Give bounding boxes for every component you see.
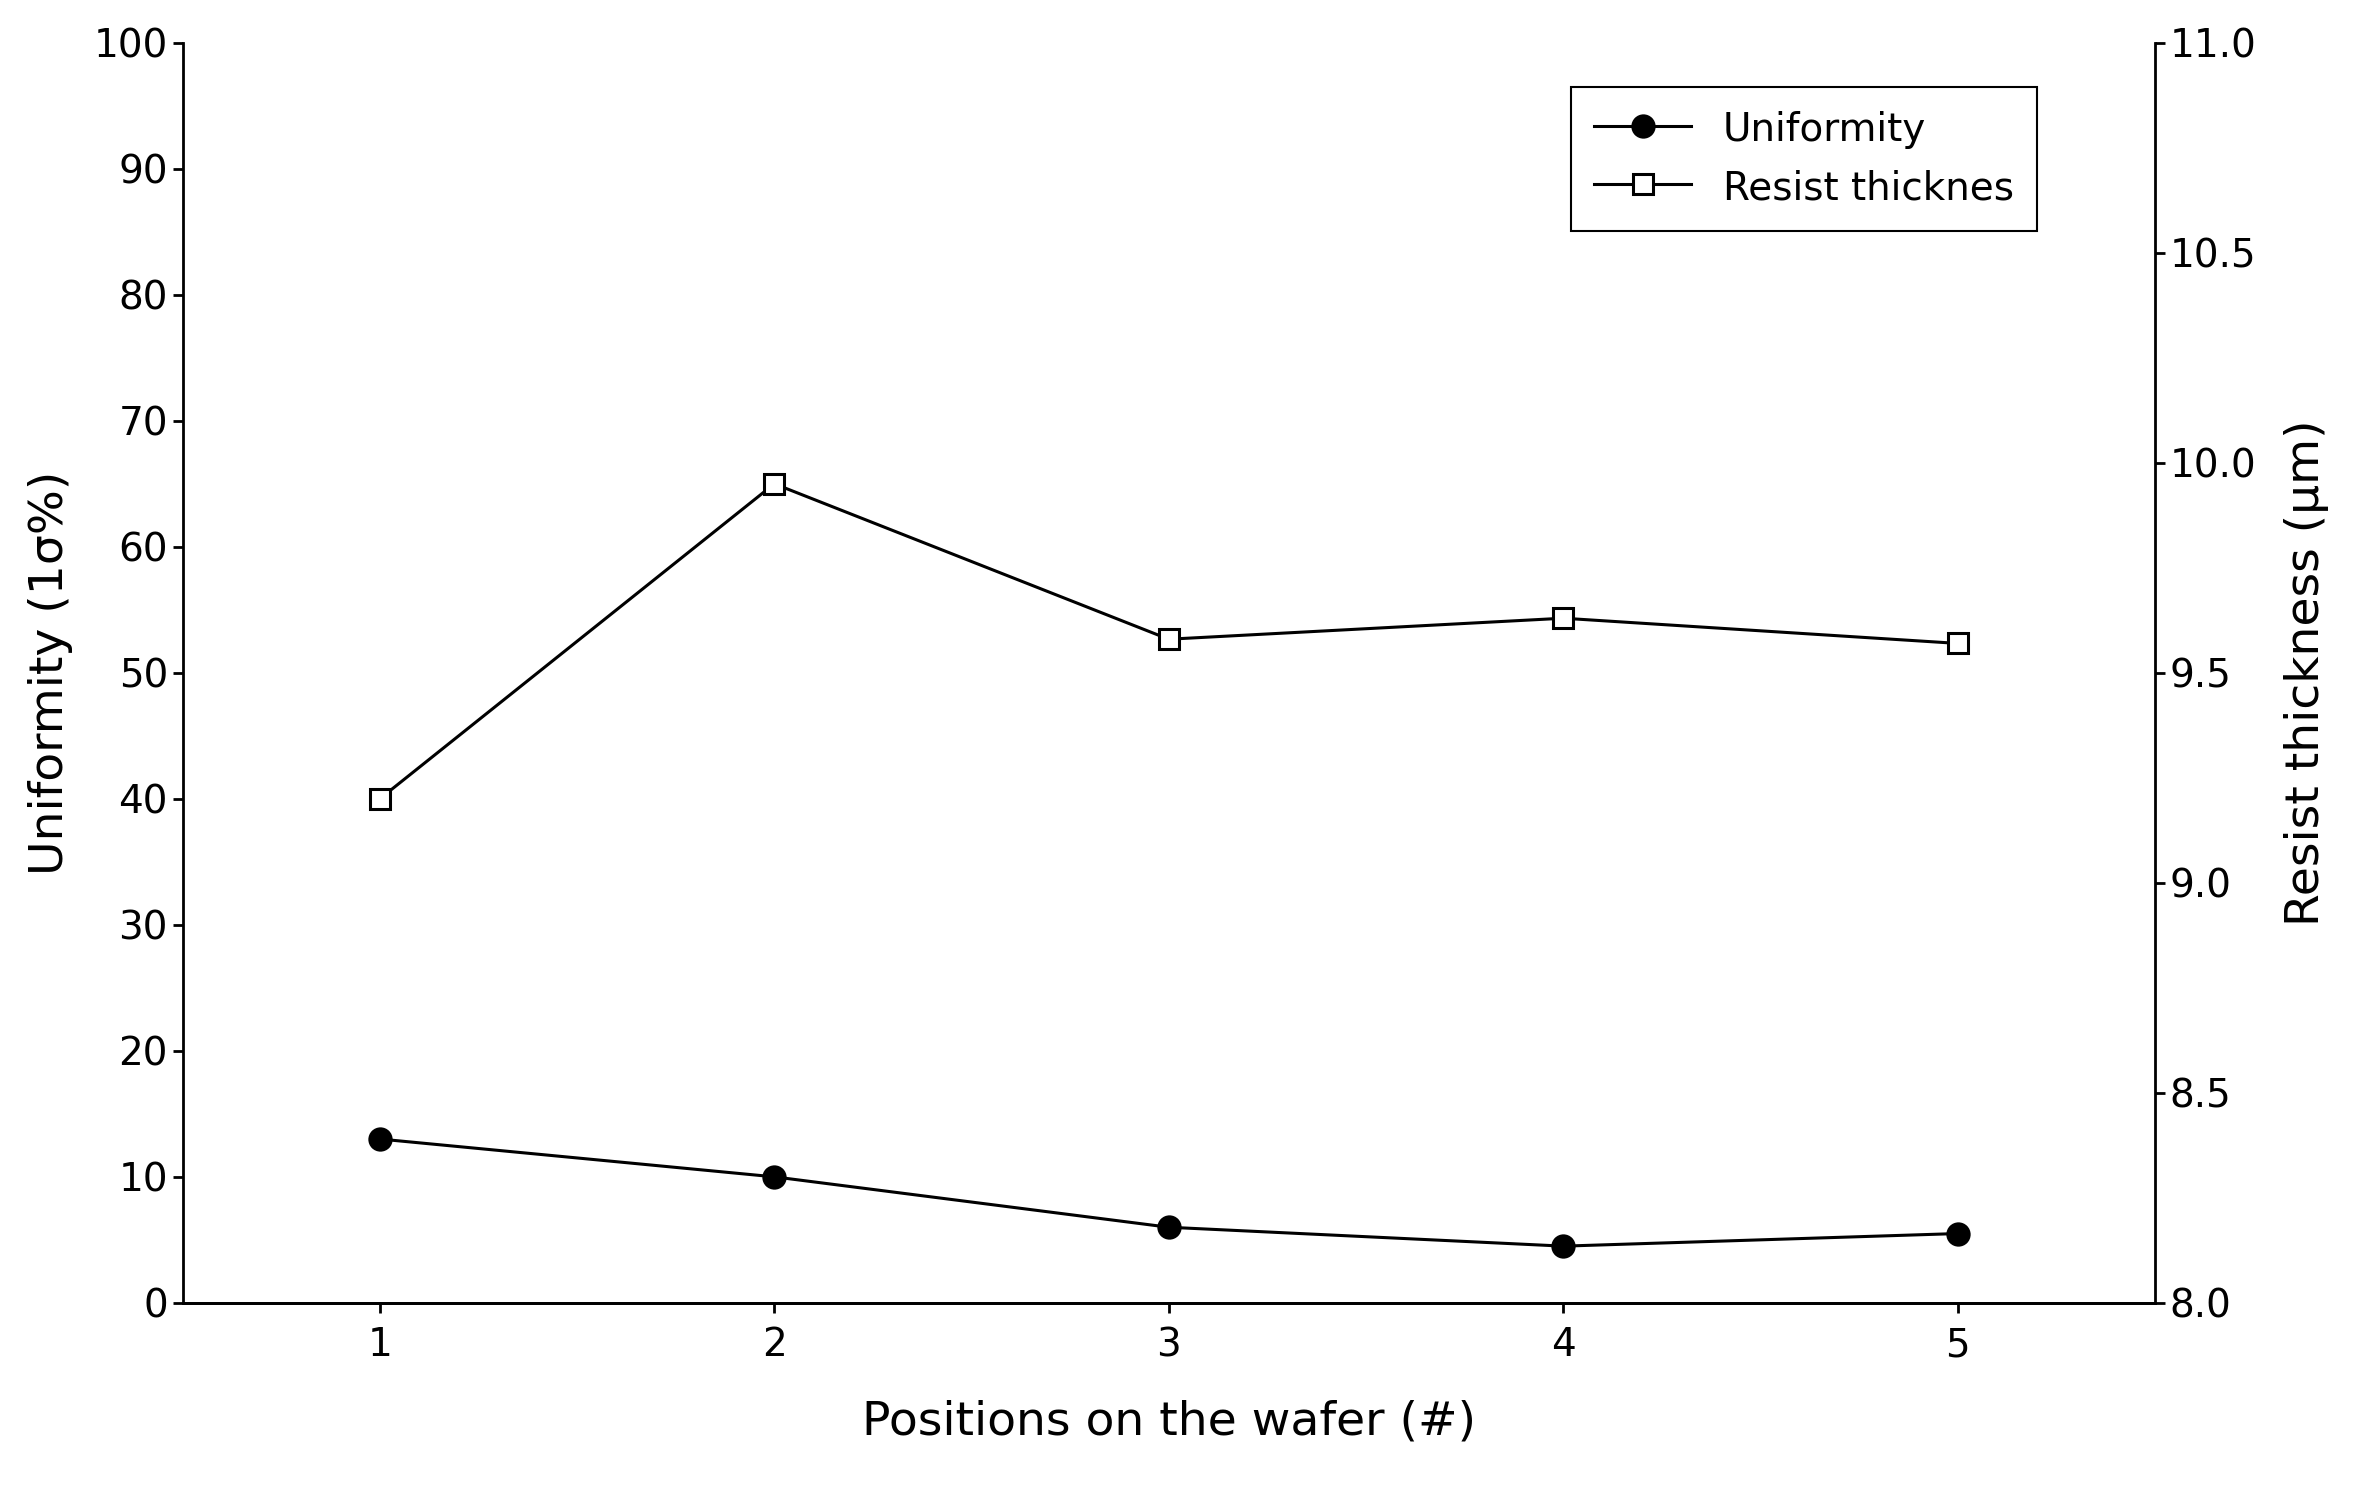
Uniformity: [1945, 1224, 1973, 1242]
Line: Resist thicknes: Resist thicknes: [370, 475, 1968, 808]
Resist thicknes: [1155, 631, 1183, 649]
Line: Uniformity: Uniformity: [368, 1128, 1968, 1257]
Uniformity: [761, 1169, 790, 1187]
Uniformity: [1549, 1238, 1577, 1256]
Resist thicknes: [761, 475, 790, 493]
Uniformity: [1155, 1218, 1183, 1236]
Y-axis label: Uniformity (1σ%): Uniformity (1σ%): [28, 470, 73, 876]
Resist thicknes: [1549, 610, 1577, 628]
Resist thicknes: [1945, 634, 1973, 652]
Legend: Uniformity, Resist thicknes: Uniformity, Resist thicknes: [1570, 87, 2036, 231]
Resist thicknes: [365, 790, 394, 808]
X-axis label: Positions on the wafer (#): Positions on the wafer (#): [863, 1400, 1475, 1445]
Uniformity: [365, 1130, 394, 1148]
Y-axis label: Resist thickness (μm): Resist thickness (μm): [2284, 419, 2329, 927]
